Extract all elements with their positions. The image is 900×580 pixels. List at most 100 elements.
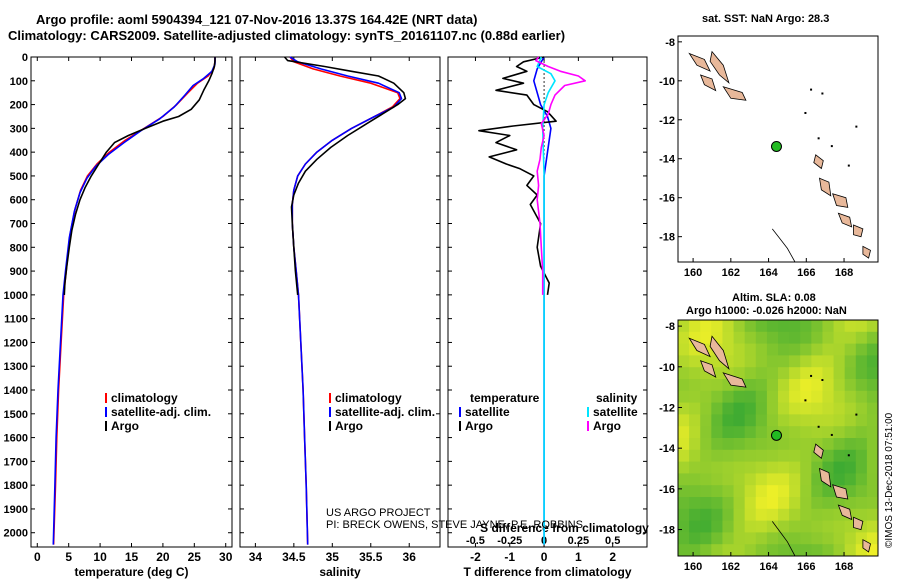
sla-cell [844,390,857,404]
map-x-tick-label: 166 [797,267,815,279]
sla-cell [844,449,857,463]
sla-cell [678,355,690,368]
sla-cell [811,508,823,522]
y-tick-label: 0 [22,52,28,64]
sla-cell [811,426,823,439]
series-argo [63,57,216,295]
sla-cell [766,343,779,356]
sla-cell [833,355,846,368]
island [699,74,717,92]
sla-cell [755,461,768,474]
sla-cell [789,508,801,522]
sla-cell [678,508,690,522]
legend-temperature-title: temperature [470,391,540,405]
sla-cell [822,379,835,392]
map-x-tick-label: 162 [722,267,740,279]
top-x-tick-label: -0.25 [497,535,522,547]
sla-cell [711,473,723,486]
sla-cell [711,320,723,333]
sla-cell [822,485,835,498]
sla-cell [689,414,701,427]
y-tick-label: 200 [10,100,28,112]
sla-cell [844,402,857,415]
sla-cell [778,331,790,345]
sla-cell [800,544,812,557]
sla-cell [766,497,779,510]
sla-cell [800,390,812,404]
sla-cell [711,449,723,463]
sla-cell [800,355,812,368]
sla-cell [778,461,790,474]
x-tick-label: 35.5 [359,550,383,564]
sla-cell [766,320,779,333]
sla-cell [866,320,879,333]
sla-cell [755,367,768,380]
sla-cell [744,355,757,368]
sla-cell [800,438,812,451]
sla-cell [811,497,823,510]
sla-cell [855,461,868,474]
sla-cell [711,532,723,545]
sla-cell [833,367,846,380]
sla-cell [855,367,868,380]
sla-cell [822,532,835,545]
sla-cell [855,449,868,463]
x-tick-label: 2 [609,550,616,564]
sla-cell [678,532,690,545]
sla-cell [844,544,857,557]
sla-cell [844,497,857,510]
series-satellite [289,56,403,545]
sla-cell [800,497,812,510]
sla-cell [822,461,835,474]
sla-cell [700,438,712,451]
sla-cell [700,508,712,522]
sla-cell [789,449,801,463]
sla-cell [822,343,835,356]
map-y-tick-label: -10 [659,76,675,88]
island [813,154,824,170]
sla-cell [733,390,746,404]
sla-cell [744,449,757,463]
map-y-tick-label: -14 [659,154,676,166]
sla-cell [789,426,801,439]
y-tick-label: 300 [10,123,28,135]
islet [810,88,813,91]
sla-cell [700,379,712,392]
sla-cell [700,449,712,463]
islet [855,413,858,416]
x-tick-label: 36 [403,550,417,564]
sla-cell [789,390,801,404]
map-y-tick-label: -16 [659,484,675,496]
sla-cell [755,320,768,333]
x-tick-label: 10 [93,550,107,564]
sla-cell [866,343,879,356]
sla-cell [811,532,823,545]
sla-cell [778,355,790,368]
sla-cell [689,355,701,368]
y-tick-label: 1900 [4,504,28,516]
sla-cell [711,414,723,427]
map-x-tick-label: 162 [722,561,740,573]
sla-cell [766,473,779,486]
legend-temp-satellite-label: satellite [465,405,510,419]
sla-cell [711,390,723,404]
imos-watermark: ©IMOS 13-Dec-2018 07:51:00 [884,412,895,548]
sla-cell [800,343,812,356]
legend-item-2-label: satellite-adj. clim. [111,405,211,419]
sla-cell [733,402,746,415]
sla-cell [855,414,868,427]
sla-cell [711,331,723,345]
map-x-tick-label: 160 [684,561,702,573]
sla-cell [700,426,712,439]
sla-cell [711,497,723,510]
y-tick-label: 1600 [4,433,28,445]
sla-cell [722,331,735,345]
sla-cell [689,343,701,356]
sla-cell [822,438,835,451]
sla-cell [755,532,768,545]
sla-cell [722,449,735,463]
sla-cell [755,449,768,463]
sla-cell [866,461,879,474]
sla-cell [689,320,701,333]
sla-cell [678,390,690,404]
